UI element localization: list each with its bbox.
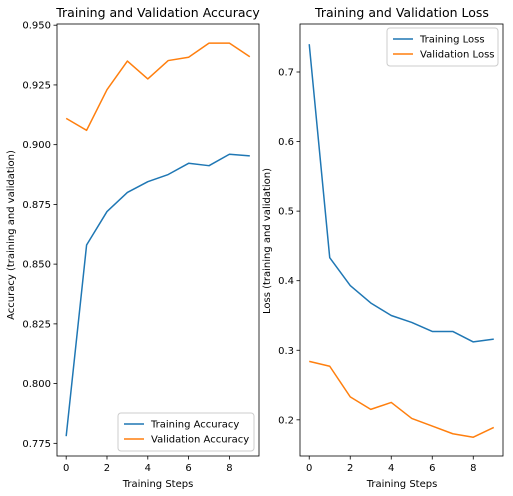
loss-chart-xlabel: Training Steps bbox=[366, 479, 438, 490]
accuracy-y-tick-label-0: 0.775 bbox=[22, 439, 51, 450]
loss-x-tick-label-0: 0 bbox=[306, 463, 312, 474]
loss-y-tick-label-5: 0.7 bbox=[278, 68, 294, 79]
loss-y-tick-label-4: 0.6 bbox=[278, 137, 294, 148]
loss-legend-label-1: Validation Loss bbox=[420, 50, 495, 61]
accuracy-y-tick-label-5: 0.900 bbox=[22, 140, 51, 151]
loss-x-tick-label-3: 6 bbox=[429, 463, 435, 474]
accuracy-chart-title: Training and Validation Accuracy bbox=[55, 5, 260, 20]
accuracy-chart-xlabel: Training Steps bbox=[122, 479, 194, 490]
accuracy-y-tick-label-7: 0.950 bbox=[22, 21, 51, 32]
accuracy-y-tick-label-1: 0.800 bbox=[22, 379, 51, 390]
accuracy-x-tick-label-0: 0 bbox=[63, 463, 69, 474]
loss-chart-marks: 0 2 4 6 8 0.2 0.3 0.4 0.5 0.6 0.7 Training Loss Vali… bbox=[278, 24, 503, 474]
loss-y-tick-label-1: 0.3 bbox=[278, 346, 294, 357]
accuracy-series-line-0 bbox=[66, 154, 250, 436]
loss-y-tick-label-0: 0.2 bbox=[278, 415, 294, 426]
loss-series-line-0 bbox=[309, 44, 494, 342]
accuracy-x-tick-label-3: 6 bbox=[185, 463, 191, 474]
loss-x-tick-label-2: 4 bbox=[388, 463, 394, 474]
loss-legend-label-0: Training Loss bbox=[419, 35, 485, 46]
loss-x-tick-label-1: 2 bbox=[347, 463, 353, 474]
loss-axes-frame bbox=[300, 24, 503, 456]
loss-chart-title: Training and Validation Loss bbox=[314, 5, 489, 20]
loss-chart-ylabel: Loss (training and validation) bbox=[262, 168, 273, 314]
loss-series-line-1 bbox=[309, 361, 494, 437]
accuracy-y-tick-label-4: 0.875 bbox=[22, 200, 51, 211]
accuracy-x-tick-label-1: 2 bbox=[104, 463, 110, 474]
accuracy-y-tick-label-6: 0.925 bbox=[22, 80, 51, 91]
loss-x-tick-label-4: 8 bbox=[470, 463, 476, 474]
loss-y-tick-label-3: 0.5 bbox=[278, 207, 294, 218]
accuracy-chart: Training and Validation Accuracy Trainin… bbox=[6, 5, 260, 490]
accuracy-chart-marks: 0 2 4 6 8 0.775 0.800 0.825 0.850 0.875 0.900 0.925… bbox=[22, 21, 259, 474]
accuracy-x-tick-label-2: 4 bbox=[145, 463, 151, 474]
accuracy-x-tick-label-4: 8 bbox=[226, 463, 232, 474]
accuracy-y-tick-label-3: 0.850 bbox=[22, 260, 51, 271]
accuracy-chart-ylabel: Accuracy (training and validation) bbox=[6, 150, 17, 320]
loss-chart: Training and Validation Loss Training St… bbox=[262, 5, 503, 490]
accuracy-axes-frame bbox=[57, 24, 259, 456]
loss-y-tick-label-2: 0.4 bbox=[278, 276, 294, 287]
accuracy-legend-label-1: Validation Accuracy bbox=[151, 435, 249, 446]
accuracy-y-tick-label-2: 0.825 bbox=[22, 319, 51, 330]
accuracy-series-line-1 bbox=[66, 43, 250, 130]
accuracy-legend-label-0: Training Accuracy bbox=[150, 420, 239, 431]
